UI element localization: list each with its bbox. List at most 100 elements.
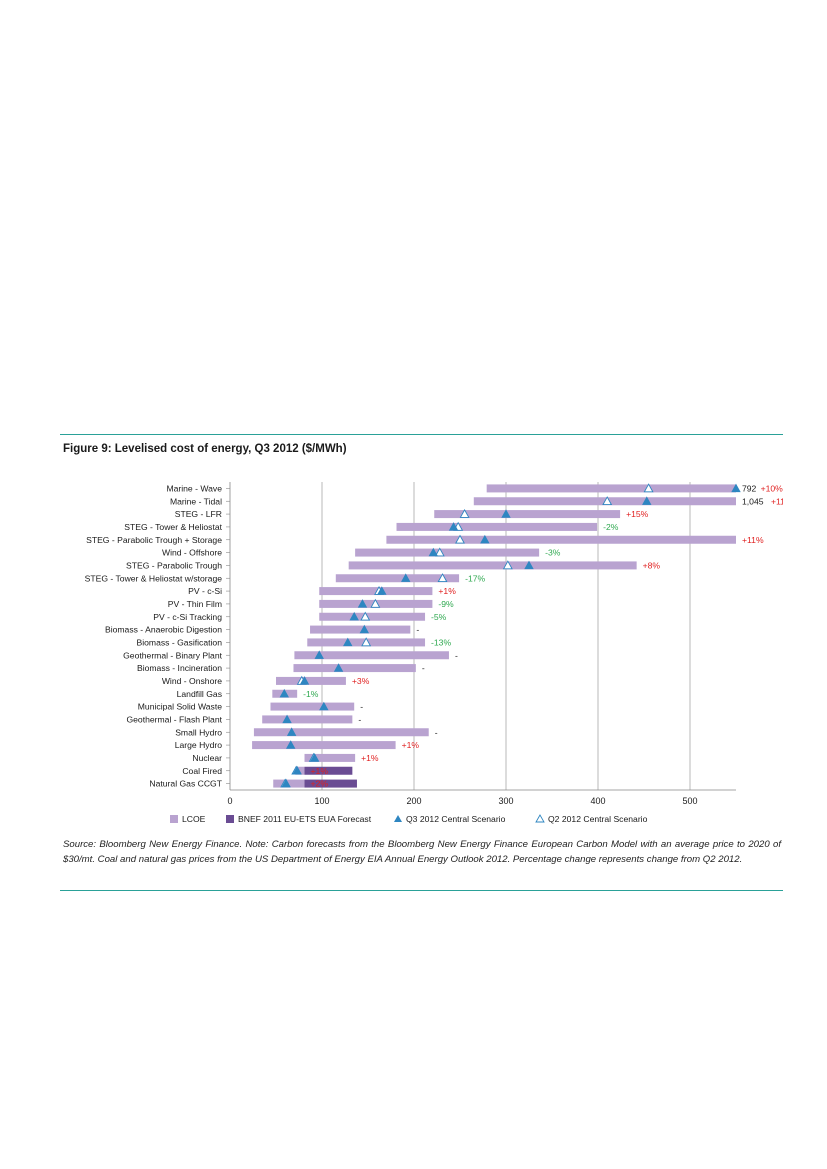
change-label: +8% — [643, 560, 661, 570]
q2-marker — [361, 637, 372, 647]
change-label: - — [358, 714, 361, 724]
q3-marker — [292, 765, 302, 775]
q3-marker — [286, 727, 297, 736]
q3-marker — [357, 599, 368, 608]
change-label: +11% — [742, 535, 764, 545]
q3-marker — [377, 586, 387, 595]
x-tick-label: 100 — [314, 796, 329, 806]
q2-marker — [455, 534, 465, 544]
category-label: Small Hydro — [175, 727, 222, 737]
x-tick-label: 200 — [406, 796, 421, 806]
q3-marker — [281, 778, 291, 788]
lcoe-bar — [348, 561, 637, 570]
q2-marker — [360, 611, 371, 621]
legend-label: Q3 2012 Central Scenario — [406, 814, 506, 824]
q3-marker — [501, 509, 511, 518]
lcoe-bar — [319, 587, 433, 596]
category-label: Biomass - Anaerobic Digestion — [105, 625, 222, 635]
change-label: - — [435, 727, 438, 737]
category-label: Marine - Wave — [166, 483, 222, 493]
lcoe-bar — [295, 766, 305, 775]
change-label: -1% — [303, 689, 319, 699]
q3-marker — [401, 573, 411, 582]
change-label: - — [422, 663, 425, 673]
carbon-bar — [304, 779, 357, 788]
lcoe-bar — [434, 510, 621, 519]
x-tick-label: 500 — [682, 796, 697, 806]
category-label: Coal Fired — [182, 766, 222, 776]
category-label: Large Hydro — [175, 740, 223, 750]
category-label: Geothermal - Flash Plant — [126, 714, 222, 724]
category-label: STEG - Parabolic Trough — [126, 560, 222, 570]
lcoe-bar — [304, 753, 356, 762]
top-rule — [60, 434, 783, 435]
category-label: Wind - Offshore — [162, 548, 222, 558]
legend-swatch-lcoe — [170, 815, 178, 823]
lcoe-bar — [294, 651, 449, 660]
q2-marker — [602, 496, 613, 506]
category-label: Wind - Onshore — [162, 676, 222, 686]
change-label: +2% — [311, 779, 329, 789]
q3-marker — [333, 663, 344, 672]
category-label: Biomass - Incineration — [137, 663, 222, 673]
value-label: 792 — [742, 483, 757, 493]
q3-marker — [480, 534, 490, 544]
category-label: STEG - Parabolic Trough + Storage — [86, 535, 222, 545]
lcoe-bar — [293, 664, 416, 673]
q3-marker — [524, 560, 534, 570]
q3-marker — [314, 650, 324, 659]
q3-marker — [282, 714, 292, 724]
q2-marker — [643, 483, 654, 493]
legend-label: LCOE — [182, 814, 206, 824]
change-label: -9% — [438, 599, 454, 609]
legend-marker-q2 — [535, 814, 545, 823]
change-label: -5% — [431, 612, 447, 622]
q2-marker — [370, 598, 381, 608]
category-label: STEG - LFR — [175, 509, 222, 519]
lcoe-bar — [276, 676, 346, 685]
carbon-bar — [304, 766, 353, 775]
category-label: Biomass - Gasification — [137, 637, 223, 647]
q3-marker — [286, 740, 296, 749]
source-note: Source: Bloomberg New Energy Finance. No… — [63, 839, 781, 865]
category-label: Landfill Gas — [177, 689, 222, 699]
x-tick-label: 0 — [227, 796, 232, 806]
x-tick-label: 300 — [498, 796, 513, 806]
change-label: +1% — [402, 740, 420, 750]
lcoe-chart: 0 100 200 300 400 500 Marine - Wave 792 +10% Mari… — [85, 482, 783, 824]
x-tick-label: 400 — [590, 796, 605, 806]
category-label: STEG - Tower & Heliostat — [124, 522, 222, 532]
legend-marker-q3 — [394, 815, 402, 822]
lcoe-bar — [386, 535, 736, 544]
q3-marker — [359, 624, 370, 634]
q3-marker — [349, 611, 359, 621]
lcoe-bar — [335, 574, 460, 583]
q3-marker — [642, 496, 652, 505]
legend-label: BNEF 2011 EU-ETS EUA Forecast — [238, 814, 372, 824]
lcoe-bar — [252, 741, 396, 750]
q3-marker — [319, 701, 329, 711]
category-label: PV - c-Si Tracking — [153, 612, 222, 622]
category-label: PV - Thin Film — [168, 599, 222, 609]
change-label: -13% — [431, 637, 451, 647]
legend-swatch-carbon — [226, 815, 234, 823]
q2-marker — [502, 560, 513, 570]
lcoe-bar — [486, 484, 736, 493]
category-label: Geothermal - Binary Plant — [123, 650, 222, 660]
change-label: +15% — [626, 509, 649, 519]
q3-marker — [448, 522, 459, 531]
category-label: Natural Gas CCGT — [149, 779, 222, 789]
q3-marker — [731, 483, 741, 493]
q2-marker — [437, 573, 448, 583]
change-label: - — [416, 625, 419, 635]
change-label: - — [455, 650, 458, 660]
q2-marker — [434, 547, 445, 557]
category-label: Marine - Tidal — [170, 496, 222, 506]
bottom-rule — [60, 890, 783, 891]
q3-marker — [279, 688, 289, 698]
q3-marker — [428, 547, 439, 557]
lcoe-bar — [396, 522, 598, 531]
lcoe-bar — [319, 612, 426, 621]
category-label: Nuclear — [192, 753, 222, 763]
change-label: +3% — [352, 676, 370, 686]
